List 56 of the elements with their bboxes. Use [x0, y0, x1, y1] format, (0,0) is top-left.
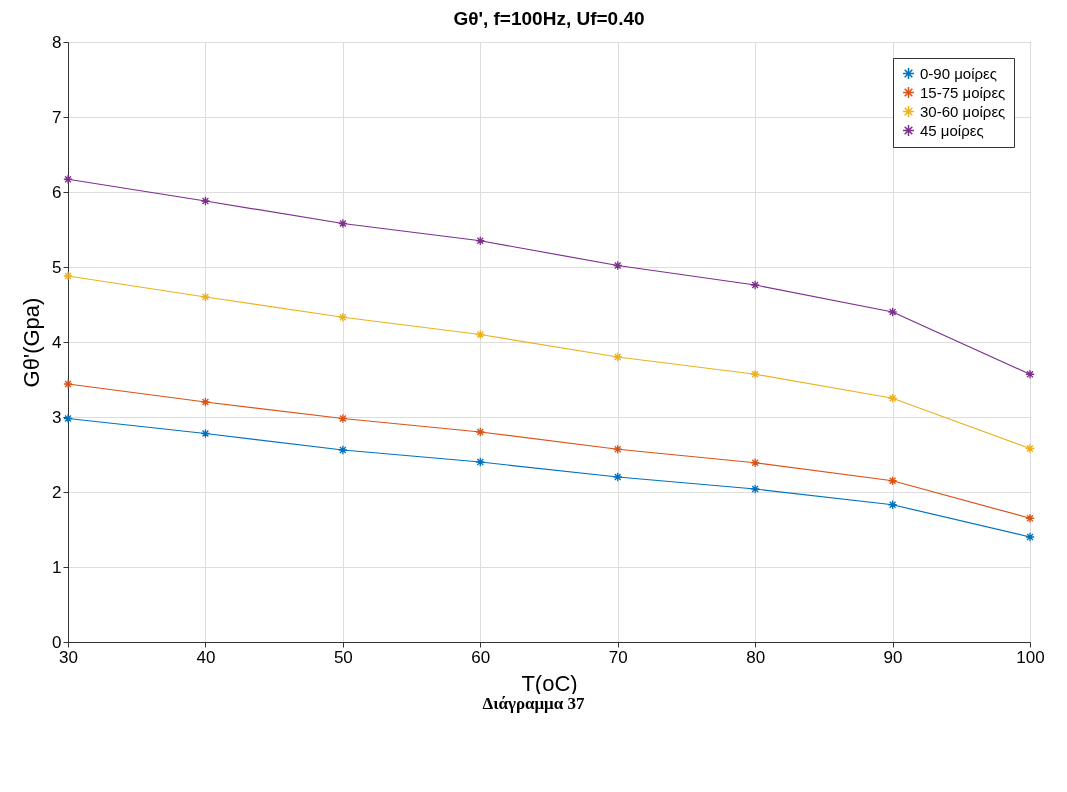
point — [338, 312, 348, 323]
point — [475, 329, 486, 340]
x-tick-label: 60 — [471, 647, 491, 667]
point — [63, 413, 73, 424]
y-tick-label: 6 — [52, 182, 62, 202]
x-tick-label: 80 — [746, 647, 766, 667]
y-tick-label: 2 — [52, 482, 62, 502]
chart-title: Gθ', f=100Hz, Uf=0.40 — [453, 8, 645, 29]
x-tick-label: 50 — [333, 647, 353, 667]
legend-label: 15-75 μοίρες — [920, 83, 1006, 101]
legend-label: 45 μοίρες — [920, 121, 984, 139]
point — [887, 307, 898, 317]
point — [63, 174, 73, 185]
point — [200, 397, 211, 407]
point — [475, 235, 486, 246]
point — [475, 427, 486, 437]
point — [887, 475, 898, 486]
point — [200, 292, 211, 302]
text: Διάγραμμα 37 — [481, 694, 586, 714]
y-tick-label: 3 — [52, 407, 62, 427]
point — [750, 280, 760, 290]
y-tick-label: 8 — [52, 32, 62, 52]
point — [200, 428, 211, 439]
point — [1025, 369, 1035, 380]
legend-label: 30-60 μοίρες — [920, 102, 1006, 120]
point — [338, 218, 348, 229]
point — [1025, 513, 1035, 524]
point — [612, 260, 623, 271]
legend-label: 0-90 μοίρες — [920, 64, 997, 82]
point — [338, 445, 348, 455]
x-tick-label: 40 — [196, 647, 216, 667]
y-tick-label: 5 — [52, 257, 62, 277]
point — [750, 484, 760, 494]
x-tick-label: 100 — [1016, 647, 1045, 667]
y-axis-title: Gθ'(Gpa) — [19, 297, 45, 388]
point — [1025, 443, 1035, 454]
point — [63, 379, 73, 389]
point — [612, 444, 623, 455]
point — [475, 457, 486, 467]
point — [612, 352, 623, 362]
y-tick-label: 1 — [52, 557, 62, 577]
point — [887, 499, 898, 510]
x-tick-label: 70 — [608, 647, 628, 667]
point — [1025, 532, 1035, 542]
y-tick-label: 0 — [52, 632, 62, 652]
point — [63, 271, 73, 281]
point — [750, 369, 760, 380]
point — [612, 472, 623, 482]
point — [338, 413, 348, 424]
point — [887, 393, 898, 404]
y-tick-label: 7 — [52, 107, 62, 127]
x-tick-label: 30 — [59, 647, 78, 667]
y-tick-label: 4 — [52, 332, 62, 352]
point — [750, 457, 760, 468]
x-tick-label: 90 — [883, 647, 903, 667]
point — [200, 196, 211, 206]
